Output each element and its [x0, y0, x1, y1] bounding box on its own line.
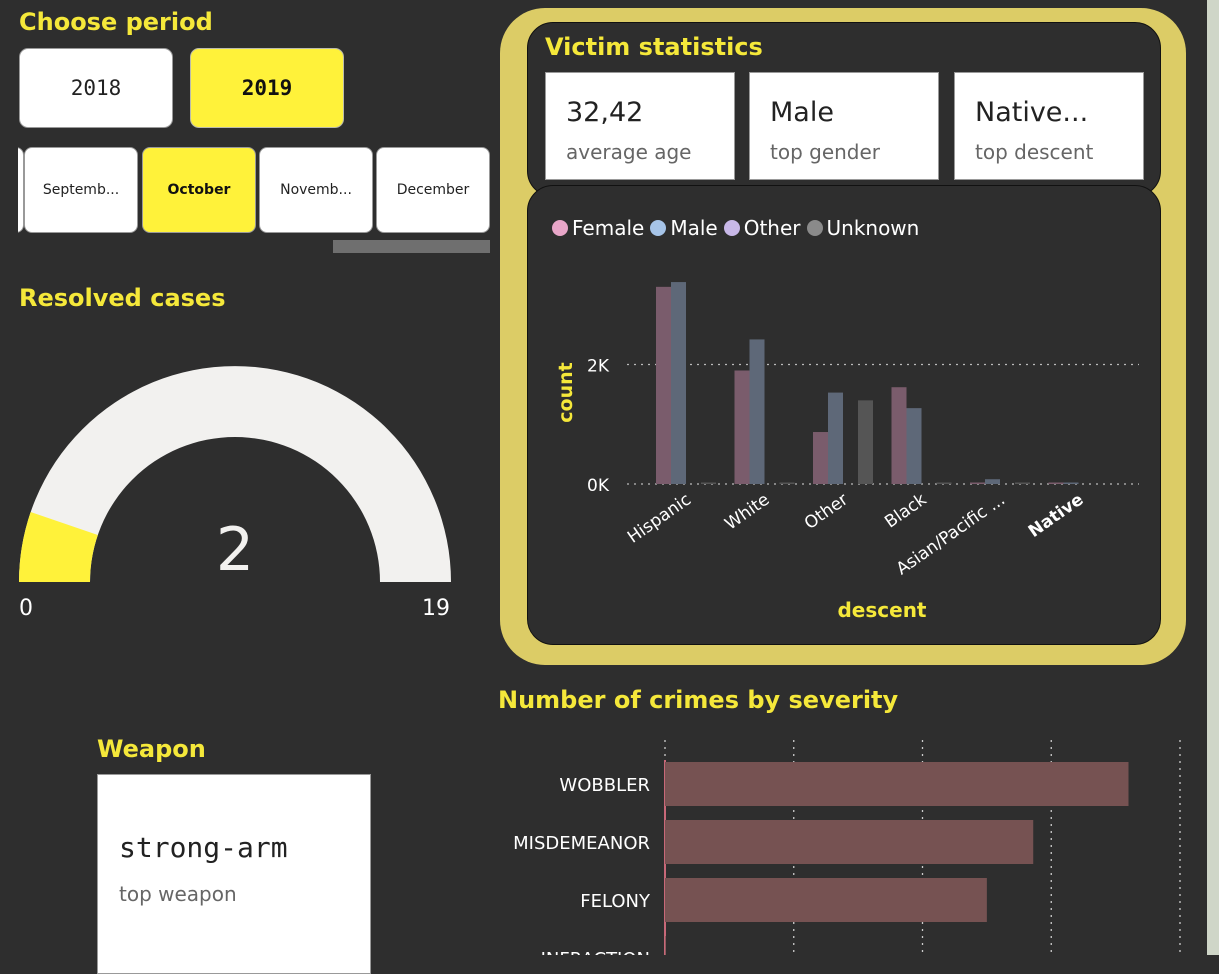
bar-unknown	[779, 482, 795, 484]
severity-bar	[665, 820, 1034, 864]
x-tick-label: Hispanic	[624, 490, 695, 548]
legend-label: Unknown	[826, 216, 920, 240]
bar-unknown	[701, 482, 716, 484]
severity-title: Number of crimes by severity	[498, 686, 899, 714]
bar-unknown	[858, 400, 873, 484]
x-tick-label: Other	[801, 490, 852, 534]
weapon-label: top weapon	[119, 882, 237, 906]
month-button-november[interactable]: Novemb...	[259, 147, 373, 233]
month-button-december[interactable]: December	[376, 147, 490, 233]
bar-unknown	[1015, 482, 1030, 484]
bar-female	[1048, 482, 1064, 484]
category-label: MISDEMEANOR	[513, 833, 650, 854]
gauge-min: 0	[19, 596, 33, 621]
year-button-2018[interactable]: 2018	[19, 48, 173, 128]
gauge-track	[19, 366, 451, 582]
category-label: WOBBLER	[559, 775, 650, 796]
year-button-2019[interactable]: 2019	[190, 48, 344, 128]
legend-item[interactable]: Male	[650, 216, 718, 240]
card-label: average age	[566, 140, 692, 164]
chart-legend: Female Male Other Unknown	[552, 216, 925, 240]
month-button-october[interactable]: October	[142, 147, 256, 233]
x-tick-label: White	[721, 490, 773, 535]
card-average-age: 32,42 average age	[545, 72, 735, 180]
x-tick-label: Native	[1025, 490, 1087, 542]
legend-dot	[806, 220, 823, 236]
x-axis-label: descent	[837, 598, 926, 622]
bar-male	[749, 339, 765, 484]
month-button-september[interactable]: Septemb...	[24, 147, 138, 233]
weapon-card: strong-arm top weapon	[97, 774, 371, 974]
gauge-max: 19	[422, 596, 450, 621]
bar-male	[671, 282, 686, 484]
gauge-value: 2	[216, 515, 254, 585]
bar-male	[1063, 482, 1079, 484]
bar-female	[656, 286, 671, 484]
legend-label: Female	[572, 216, 645, 240]
legend-item[interactable]: Female	[552, 216, 644, 240]
legend-dot	[723, 220, 740, 236]
month-scrollbar[interactable]	[333, 240, 490, 253]
card-value: Male	[770, 97, 834, 128]
weapon-value: strong-arm	[119, 831, 288, 864]
resolved-gauge: 2 0 19	[19, 366, 451, 621]
bar-female	[891, 387, 907, 484]
legend-item[interactable]: Unknown	[806, 216, 920, 240]
bar-female	[813, 432, 828, 484]
category-label: FELONY	[580, 891, 651, 912]
severity-bar	[665, 762, 1129, 806]
severity-chart: WOBBLER MISDEMEANOR FELONY INFRACTION	[513, 740, 1181, 955]
category-label: INFRACTION	[541, 949, 650, 955]
severity-bar	[665, 878, 987, 922]
x-tick-label: Black	[881, 490, 930, 533]
resolved-title: Resolved cases	[19, 284, 226, 312]
legend-dot	[552, 220, 568, 236]
bar-unknown	[936, 482, 952, 484]
gauge-fill	[19, 512, 98, 582]
victim-chart-container	[527, 185, 1161, 645]
period-title: Choose period	[19, 8, 213, 36]
victim-title: Victim statistics	[545, 33, 763, 61]
bar-female	[734, 370, 750, 484]
bar-male	[828, 392, 843, 484]
card-top-gender: Male top gender	[749, 72, 939, 180]
bar-female	[970, 482, 985, 484]
bar-male	[985, 479, 1000, 484]
card-value: 32,42	[566, 97, 644, 128]
card-label: top gender	[770, 140, 881, 164]
map-edge	[1207, 0, 1219, 955]
weapon-title: Weapon	[97, 735, 206, 763]
severity-bar	[665, 936, 666, 955]
bar-male	[906, 408, 922, 484]
legend-label: Other	[743, 216, 801, 240]
legend-item[interactable]: Other	[723, 216, 801, 240]
card-top-descent: Native... top descent	[954, 72, 1144, 180]
legend-dot	[650, 220, 667, 236]
card-label: top descent	[975, 140, 1094, 164]
card-value: Native...	[975, 97, 1089, 128]
y-tick-label: 0K	[587, 476, 610, 496]
month-slicer: Septemb... October Novemb... December	[18, 147, 492, 235]
legend-label: Male	[670, 216, 718, 240]
y-tick-label: 2K	[587, 357, 610, 377]
y-axis-label: count	[555, 362, 577, 422]
